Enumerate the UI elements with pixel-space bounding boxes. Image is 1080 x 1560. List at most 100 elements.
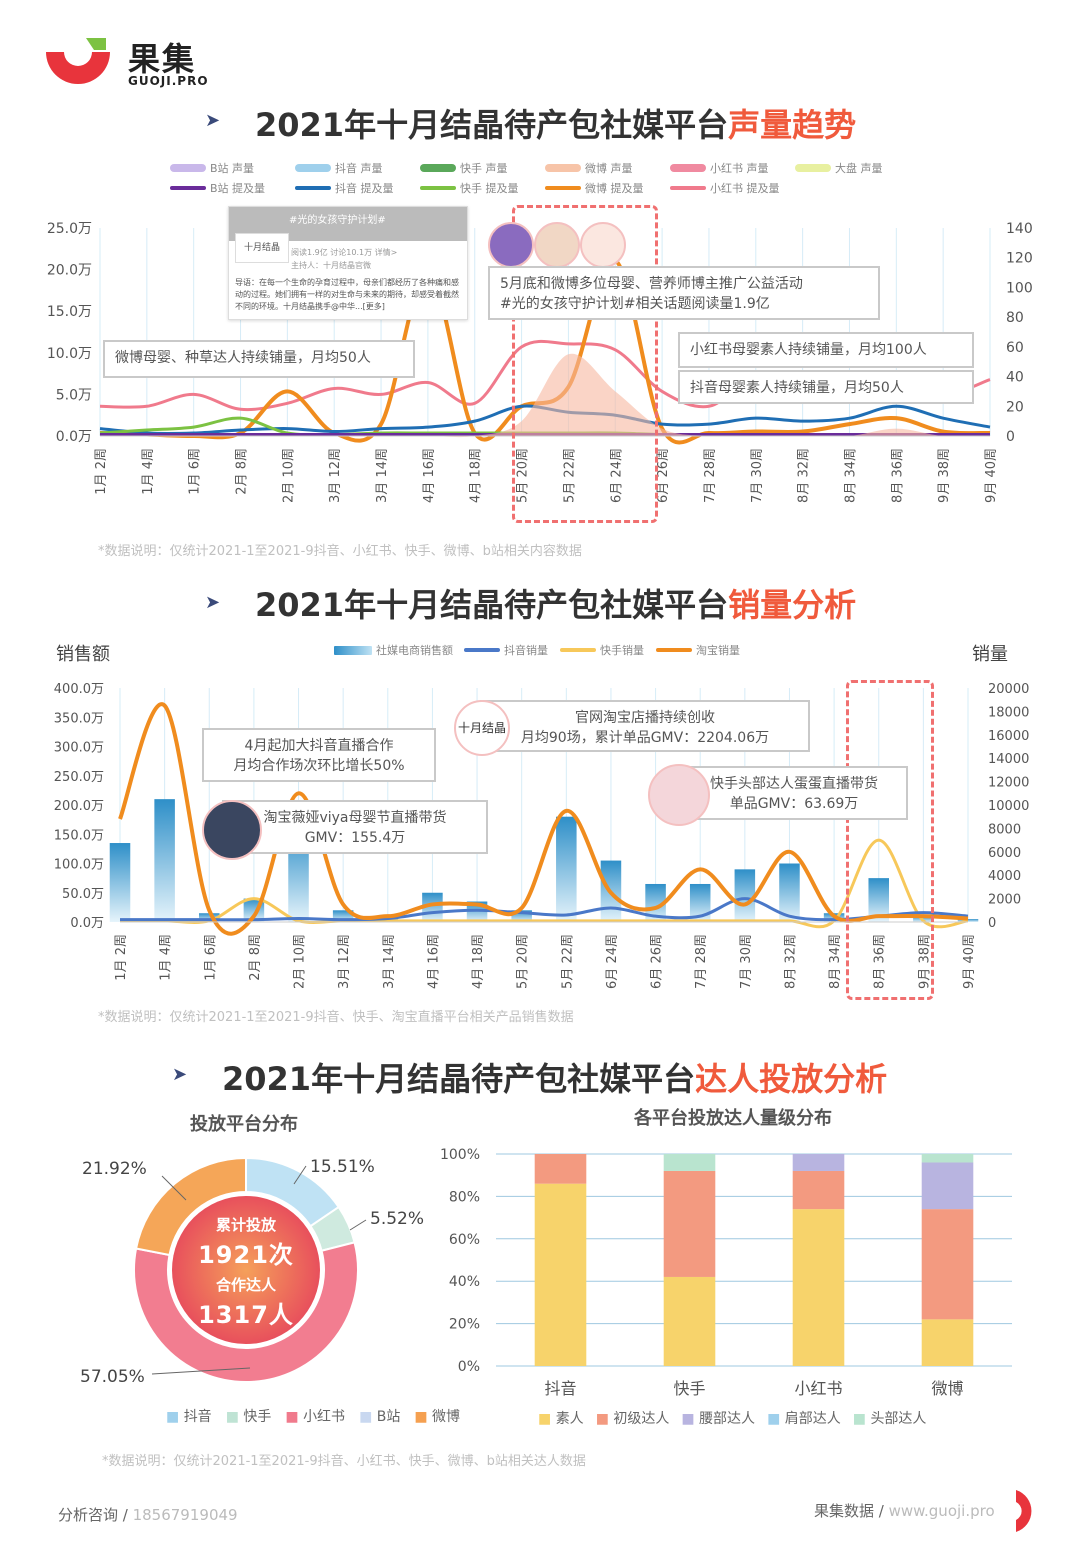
x-tick-label: 9月 40周 bbox=[962, 934, 977, 989]
y-tick-right: 6000 bbox=[988, 846, 1021, 861]
legend-item: ■ 头部达人 bbox=[852, 1411, 927, 1427]
y-tick-left: 0.0万 bbox=[56, 429, 92, 445]
x-tick-label: 2月 10周 bbox=[293, 934, 308, 989]
sales-bar bbox=[154, 799, 175, 922]
legend-item: 抖音销量 bbox=[504, 644, 548, 657]
x-tick-label: 2月 10周 bbox=[281, 448, 296, 503]
legend-item: 小红书 声量 bbox=[710, 162, 769, 175]
y-tick-right: 12000 bbox=[988, 776, 1029, 791]
bar-segment bbox=[921, 1209, 974, 1320]
y-tick-right: 20000 bbox=[988, 682, 1029, 697]
legend-item: 抖音 声量 bbox=[335, 162, 383, 175]
legend-item: 社媒电商销售额 bbox=[376, 644, 453, 657]
bar-segment bbox=[921, 1319, 974, 1366]
footer-contact: 分析咨询 / 18567919049 bbox=[58, 1506, 238, 1524]
callout-weibo: 微博母婴、种草达人持续铺量，月均50人 bbox=[103, 340, 415, 378]
callout-campaign: 5月底和微博多位母婴、营养师博主推广公益活动 #光的女孩守护计划#相关话题阅读量… bbox=[488, 266, 880, 320]
y-tick-right: 0 bbox=[1006, 429, 1015, 445]
legend-item: 微博 声量 bbox=[585, 162, 633, 175]
y-tick-right: 120 bbox=[1006, 251, 1033, 267]
bar-segment bbox=[534, 1183, 587, 1366]
footer-website: 果集数据 / www.guoji.pro bbox=[814, 1502, 995, 1520]
y-tick: 20% bbox=[449, 1317, 480, 1333]
x-tick-label: 6月 24周 bbox=[605, 934, 620, 989]
sales-bar bbox=[645, 883, 666, 922]
x-tick-label: 8月 32周 bbox=[783, 934, 798, 989]
x-tick-label: 1月 2周 bbox=[114, 934, 129, 981]
bar-segment bbox=[663, 1170, 716, 1277]
donut-center-text: 累计投放 1921次 合作达人 1317人 bbox=[198, 1216, 294, 1329]
y-tick-left: 400.0万 bbox=[54, 682, 104, 697]
series-line bbox=[118, 702, 969, 936]
pie-legend: ■ 抖音 ■ 快手 ■ 小红书 ■ B站 ■ 微博 bbox=[166, 1406, 460, 1426]
stacked-bar-chart: 0% 20% 40% 60% 80% 100% 抖音 快手 小红书 微博 bbox=[440, 1147, 1012, 1398]
y-tick-right: 60 bbox=[1006, 340, 1024, 356]
legend-item: ■ B站 bbox=[359, 1409, 401, 1425]
x-tick-label: 4月 16周 bbox=[426, 934, 441, 989]
bar-segment bbox=[921, 1162, 974, 1210]
x-tick-label: 5月 22周 bbox=[562, 448, 577, 503]
highlight-box bbox=[846, 680, 934, 1000]
bar-segment bbox=[792, 1170, 845, 1210]
x-tick-label: 4月 18周 bbox=[469, 448, 484, 503]
pie-slice bbox=[134, 1156, 247, 1257]
callout-taobao-shop: 官网淘宝店播持续创收 月均90场，累计单品GMV：2204.06万 bbox=[480, 700, 810, 752]
x-tick-label: 1月 6周 bbox=[203, 934, 218, 981]
y-tick-left: 300.0万 bbox=[54, 741, 104, 756]
x-tick-label: 抖音 bbox=[544, 1379, 576, 1398]
x-tick-label: 2月 8周 bbox=[235, 448, 250, 495]
section3-title: 2021年十月结晶待产包社媒平台达人投放分析 bbox=[222, 1060, 888, 1098]
legend-item: ■ 肩部达人 bbox=[767, 1411, 841, 1427]
y-tick-right: 8000 bbox=[988, 822, 1021, 837]
x-tick-label: 4月 16周 bbox=[422, 448, 437, 503]
section-arrow-icon: ➤ bbox=[205, 110, 221, 131]
callout-kuaishou: 快手头部达人蛋蛋直播带货 单品GMV：63.69万 bbox=[680, 766, 908, 820]
legend-item: 抖音 提及量 bbox=[335, 182, 394, 195]
sales-bar bbox=[556, 816, 577, 922]
callout-douyin-live: 4月起加大抖音直播合作 月均合作场次环比增长50% bbox=[202, 728, 436, 782]
x-tick-label: 3月 14周 bbox=[375, 448, 390, 503]
weibo-post-card: #光的女孩守护计划# 十月结晶 阅读1.9亿 讨论10.1万 详情> 主持人：十… bbox=[228, 206, 468, 320]
pie-slice bbox=[133, 1241, 359, 1383]
legend-item: 快手销量 bbox=[600, 644, 644, 657]
x-tick-label: 4月 18周 bbox=[471, 934, 486, 989]
x-tick-label: 7月 28周 bbox=[703, 448, 718, 503]
x-tick-label: 3月 14周 bbox=[382, 934, 397, 989]
legend-item: ■ 腰部达人 bbox=[681, 1411, 756, 1427]
sales-bar bbox=[779, 863, 800, 922]
leader-line bbox=[151, 1367, 251, 1375]
y-tick-right: 10000 bbox=[988, 799, 1029, 814]
y-tick-right: 40 bbox=[1006, 370, 1024, 386]
y-tick-left: 100.0万 bbox=[54, 858, 104, 873]
y-tick-left: 250.0万 bbox=[54, 770, 104, 785]
legend-item: ■ 素人 bbox=[538, 1411, 584, 1427]
sales-bar bbox=[109, 843, 131, 922]
y-tick: 80% bbox=[449, 1189, 480, 1205]
brand-name: 果集 bbox=[128, 40, 197, 78]
x-tick-label: 5月 20周 bbox=[516, 934, 531, 989]
y-tick-left: 25.0万 bbox=[47, 221, 92, 237]
y-tick: 100% bbox=[440, 1147, 480, 1163]
legend-item: 大盘 声量 bbox=[835, 162, 883, 175]
x-tick-label: 6月 26周 bbox=[650, 934, 665, 989]
y-tick-right: 2000 bbox=[988, 893, 1021, 908]
legend-item: ■ 小红书 bbox=[285, 1409, 346, 1425]
section1-note: *数据说明：仅统计2021-1至2021-9抖音、小红书、快手、微博、b站相关内… bbox=[98, 544, 582, 559]
x-tick-label: 1月 4周 bbox=[159, 934, 174, 981]
x-tick-label: 7月 30周 bbox=[739, 934, 754, 989]
post-meta: 阅读1.9亿 讨论10.1万 详情> bbox=[291, 248, 398, 257]
legend-item: ■ 微博 bbox=[414, 1409, 461, 1425]
series-line bbox=[99, 258, 991, 445]
pie-value-label: 21.92% bbox=[82, 1159, 147, 1179]
y-tick-right: 0 bbox=[988, 916, 996, 931]
bar-title: 各平台投放达人量级分布 bbox=[634, 1108, 832, 1129]
bar-legend: ■ 素人 ■ 初级达人 ■ 腰部达人 ■ 肩部达人 ■ 头部达人 bbox=[538, 1408, 926, 1428]
pie-value-label: 57.05% bbox=[80, 1367, 145, 1387]
bar-segment bbox=[792, 1209, 845, 1366]
y-tick-right: 16000 bbox=[988, 729, 1029, 744]
section2-note: *数据说明：仅统计2021-1至2021-9抖音、快手、淘宝直播平台相关产品销售… bbox=[98, 1010, 574, 1025]
section-arrow-icon: ➤ bbox=[205, 592, 221, 613]
callout-douyin: 抖音母婴素人持续铺量，月均50人 bbox=[678, 370, 974, 404]
leader-line bbox=[293, 1165, 307, 1185]
y-tick-right: 14000 bbox=[988, 752, 1029, 767]
